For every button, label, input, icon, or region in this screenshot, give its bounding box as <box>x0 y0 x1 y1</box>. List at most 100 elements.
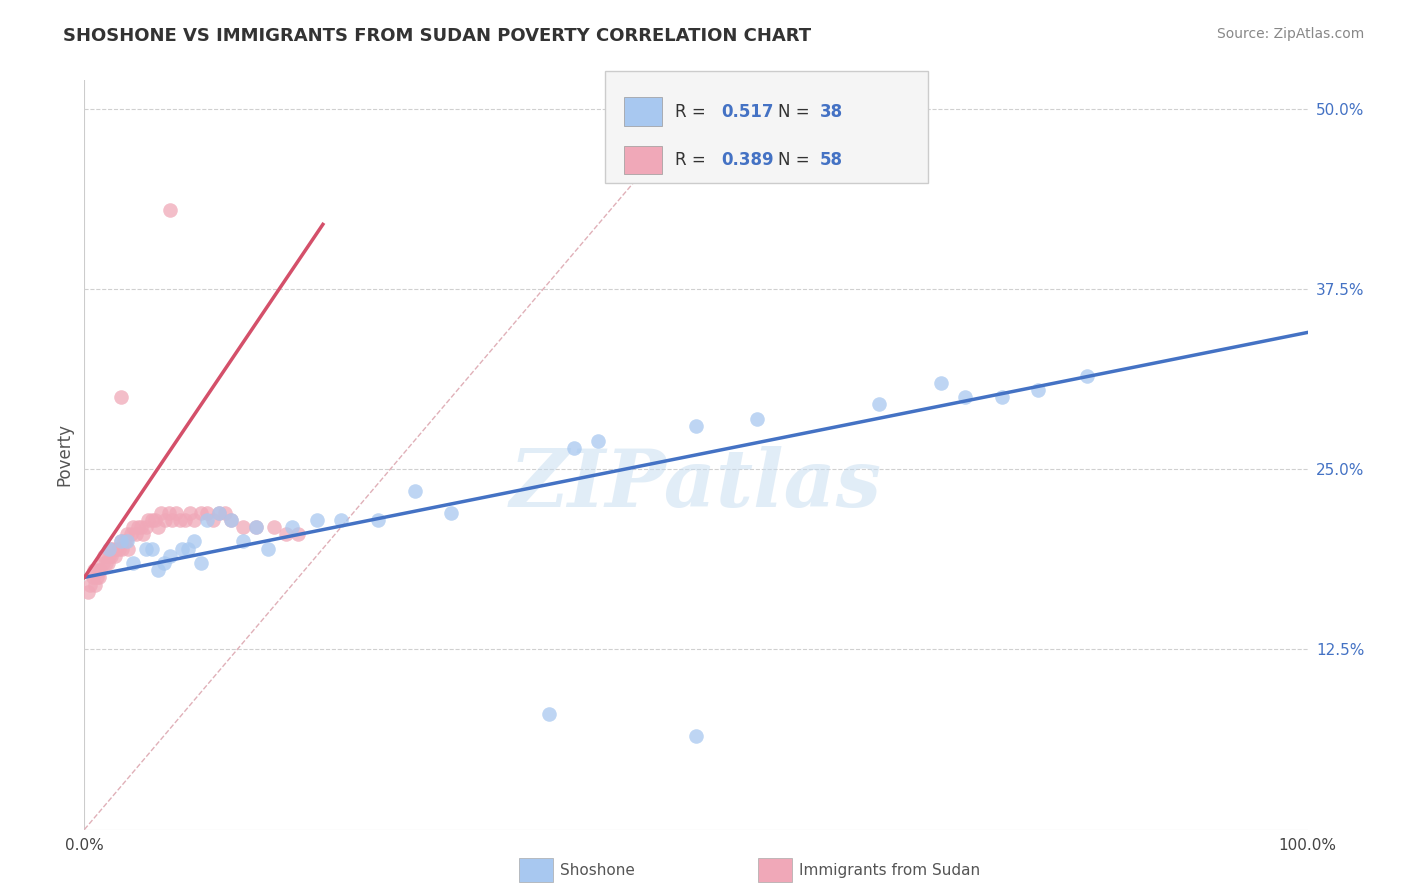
Point <box>115 534 138 549</box>
Point <box>79 577 101 591</box>
Text: 38: 38 <box>820 103 842 120</box>
Point <box>214 506 236 520</box>
Point <box>136 513 159 527</box>
Point <box>112 534 135 549</box>
Text: Immigrants from Sudan: Immigrants from Sudan <box>799 863 980 878</box>
Point <box>169 513 191 527</box>
Point <box>110 534 132 549</box>
Point <box>129 520 152 534</box>
Point <box>276 527 298 541</box>
Point <box>87 570 110 584</box>
Point <box>141 541 163 556</box>
Text: Shoshone: Shoshone <box>560 863 634 878</box>
Point <box>97 549 120 563</box>
Point <box>195 506 218 520</box>
Point <box>953 390 976 404</box>
Point <box>127 520 149 534</box>
Point <box>195 513 218 527</box>
Point <box>1076 368 1098 383</box>
Y-axis label: Poverty: Poverty <box>55 424 73 486</box>
Point <box>685 419 707 434</box>
Point <box>179 506 201 520</box>
Point <box>115 527 138 541</box>
Point <box>96 556 118 570</box>
Point <box>440 506 463 520</box>
Point <box>219 513 242 527</box>
Point <box>105 541 128 556</box>
Point <box>201 513 224 527</box>
Point <box>82 570 104 584</box>
Point <box>143 513 166 527</box>
Point <box>586 434 609 448</box>
Point <box>98 541 121 556</box>
Point <box>132 527 155 541</box>
Point <box>367 513 389 527</box>
Point <box>157 506 180 520</box>
Point <box>232 520 254 534</box>
Point <box>122 556 145 570</box>
Point <box>305 513 328 527</box>
Point <box>219 513 242 527</box>
Point <box>93 549 115 563</box>
Point <box>111 541 134 556</box>
Point <box>173 513 195 527</box>
Text: R =: R = <box>675 151 711 169</box>
Point <box>159 202 181 217</box>
Point <box>86 570 108 584</box>
Point <box>146 563 169 577</box>
Point <box>257 541 280 556</box>
Point <box>141 513 163 527</box>
Point <box>330 513 353 527</box>
Text: 0.517: 0.517 <box>721 103 773 120</box>
Point <box>1028 383 1050 397</box>
Text: 58: 58 <box>820 151 842 169</box>
Point <box>190 506 212 520</box>
Point <box>110 534 132 549</box>
Point <box>77 584 100 599</box>
Point <box>153 556 176 570</box>
Point <box>190 556 212 570</box>
Point <box>91 556 114 570</box>
Point <box>110 390 132 404</box>
Point <box>122 520 145 534</box>
Text: ZIPatlas: ZIPatlas <box>510 446 882 524</box>
Point <box>562 441 585 455</box>
Point <box>117 541 139 556</box>
Point <box>120 527 142 541</box>
Point <box>100 549 122 563</box>
Point <box>245 520 267 534</box>
Point <box>172 541 194 556</box>
Point <box>162 513 184 527</box>
Point <box>245 520 267 534</box>
Point <box>87 563 110 577</box>
Text: 0.389: 0.389 <box>721 151 773 169</box>
Text: Source: ZipAtlas.com: Source: ZipAtlas.com <box>1216 27 1364 41</box>
Point <box>146 520 169 534</box>
Point <box>929 376 952 390</box>
Point <box>135 541 157 556</box>
Point <box>183 513 205 527</box>
Point <box>97 556 120 570</box>
Point <box>869 397 891 411</box>
Point <box>281 520 304 534</box>
Point <box>97 541 120 556</box>
Text: N =: N = <box>778 151 814 169</box>
Point <box>232 534 254 549</box>
Point <box>153 513 176 527</box>
Point <box>183 534 205 549</box>
Point <box>165 506 187 520</box>
Text: N =: N = <box>778 103 814 120</box>
Text: SHOSHONE VS IMMIGRANTS FROM SUDAN POVERTY CORRELATION CHART: SHOSHONE VS IMMIGRANTS FROM SUDAN POVERT… <box>63 27 811 45</box>
Point <box>135 520 157 534</box>
Point <box>89 563 111 577</box>
Point <box>104 549 127 563</box>
Point <box>115 534 138 549</box>
Point <box>747 412 769 426</box>
Text: R =: R = <box>675 103 711 120</box>
Point <box>208 506 231 520</box>
Point <box>177 541 200 556</box>
Point <box>150 506 173 520</box>
Point <box>84 577 107 591</box>
Point <box>404 483 426 498</box>
Point <box>685 729 707 743</box>
